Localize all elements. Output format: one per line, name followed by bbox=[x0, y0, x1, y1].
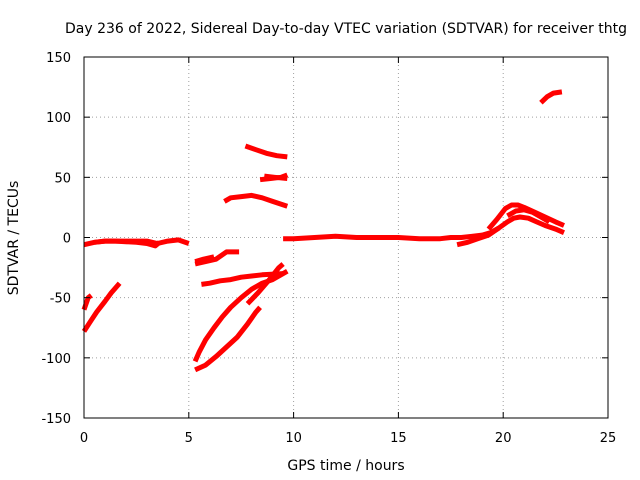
y-tick-label: -50 bbox=[50, 292, 71, 307]
series-arc-upper-4 bbox=[264, 173, 288, 181]
series-arc-5a bbox=[194, 249, 240, 267]
series-arc-early-mid bbox=[94, 238, 162, 249]
x-tick-label: 15 bbox=[390, 431, 407, 446]
x-tick-label: 25 bbox=[600, 431, 617, 446]
y-tick-label: -100 bbox=[41, 352, 71, 367]
y-tick-label: 150 bbox=[46, 51, 71, 66]
chart-title: Day 236 of 2022, Sidereal Day-to-day VTE… bbox=[65, 21, 627, 37]
series-arc-late-upper-2 bbox=[506, 207, 551, 225]
series-arc-late-lower bbox=[456, 225, 501, 248]
series-arc-late-upper bbox=[486, 202, 565, 231]
series-arc-5f bbox=[245, 262, 285, 306]
series-arc-early-1 bbox=[81, 293, 93, 311]
series-arc-5e bbox=[194, 305, 262, 373]
series-arc-late-top bbox=[539, 89, 563, 105]
x-tick-label: 0 bbox=[80, 431, 88, 446]
series-arc-5b bbox=[194, 254, 215, 265]
series-arc-early-2 bbox=[81, 281, 122, 333]
y-tick-label: 0 bbox=[63, 232, 71, 247]
x-tick-label: 10 bbox=[285, 431, 302, 446]
series-arc-mid-baseline bbox=[283, 214, 565, 242]
y-tick-label: 50 bbox=[54, 171, 71, 186]
x-axis-label: GPS time / hours bbox=[287, 458, 404, 474]
series-arc-upper-1 bbox=[223, 192, 289, 209]
y-axis-label: SDTVAR / TECUs bbox=[6, 181, 22, 296]
y-tick-label: -150 bbox=[41, 412, 71, 427]
x-tick-label: 20 bbox=[495, 431, 512, 446]
series-arc-5c bbox=[201, 271, 284, 287]
y-tick-label: 100 bbox=[46, 111, 71, 126]
y-ticks: -150 -100 -50 0 50 100 150 bbox=[41, 51, 608, 427]
x-tick-label: 5 bbox=[185, 431, 193, 446]
x-ticks: 0 5 10 15 20 25 bbox=[80, 57, 616, 446]
series-arc-upper-2 bbox=[244, 143, 288, 160]
data-series bbox=[81, 89, 565, 373]
